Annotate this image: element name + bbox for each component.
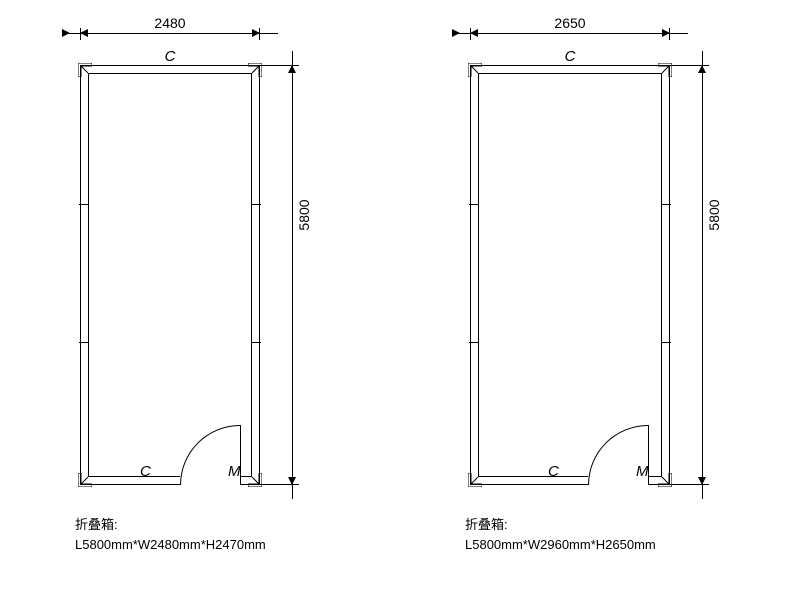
wall-tick <box>251 204 261 205</box>
caption-title: 折叠箱: <box>465 515 725 535</box>
caption-dims: L5800mm*W2480mm*H2470mm <box>75 535 335 555</box>
label-bottom-left: C <box>140 463 151 480</box>
dim-ext <box>292 485 293 499</box>
dim-ext <box>260 65 292 66</box>
caption-dims: L5800mm*W2960mm*H2650mm <box>465 535 725 555</box>
dim-ext <box>670 33 688 34</box>
caption-title: 折叠箱: <box>75 515 335 535</box>
dim-ext <box>670 65 702 66</box>
plan-right: 2650C5800CM折叠箱:L5800mm*W2960mm*H2650mm <box>470 65 750 585</box>
caption: 折叠箱:L5800mm*W2480mm*H2470mm <box>75 515 335 554</box>
dim-arrow <box>62 29 70 37</box>
label-bottom-left: C <box>548 463 559 480</box>
dim-line-top <box>470 33 670 34</box>
wall-tick <box>469 204 479 205</box>
label-bottom-right: M <box>636 463 649 480</box>
diagram-container: { "background_color": "#ffffff", "line_c… <box>0 0 800 600</box>
wall-tick <box>661 204 671 205</box>
dim-arrow <box>288 65 296 73</box>
dim-ext <box>260 33 278 34</box>
corner-bracket <box>78 63 92 77</box>
dim-ext <box>670 484 702 485</box>
dim-right-value: 5800 <box>296 185 312 245</box>
label-top: C <box>470 48 670 65</box>
label-bottom-right: M <box>228 463 241 480</box>
dim-top-value: 2650 <box>470 15 670 31</box>
inner-wall <box>478 73 662 477</box>
corner-bracket <box>78 473 92 487</box>
caption: 折叠箱:L5800mm*W2960mm*H2650mm <box>465 515 725 554</box>
corner-bracket <box>468 63 482 77</box>
dim-line-right <box>702 65 703 485</box>
dim-top-value: 2480 <box>80 15 260 31</box>
dim-right-value: 5800 <box>706 185 722 245</box>
wall-tick <box>251 342 261 343</box>
corner-bracket <box>468 473 482 487</box>
wall-tick <box>79 342 89 343</box>
plan-left: 2480C5800CM折叠箱:L5800mm*W2480mm*H2470mm <box>80 65 340 585</box>
dim-ext <box>702 51 703 65</box>
dim-arrow <box>698 65 706 73</box>
dim-ext <box>292 51 293 65</box>
wall-tick <box>469 342 479 343</box>
label-top: C <box>80 48 260 65</box>
dim-ext <box>260 484 292 485</box>
dim-ext <box>702 485 703 499</box>
wall-tick <box>661 342 671 343</box>
wall-tick <box>79 204 89 205</box>
inner-wall <box>88 73 252 477</box>
dim-line-right <box>292 65 293 485</box>
dim-line-top <box>80 33 260 34</box>
dim-arrow <box>452 29 460 37</box>
